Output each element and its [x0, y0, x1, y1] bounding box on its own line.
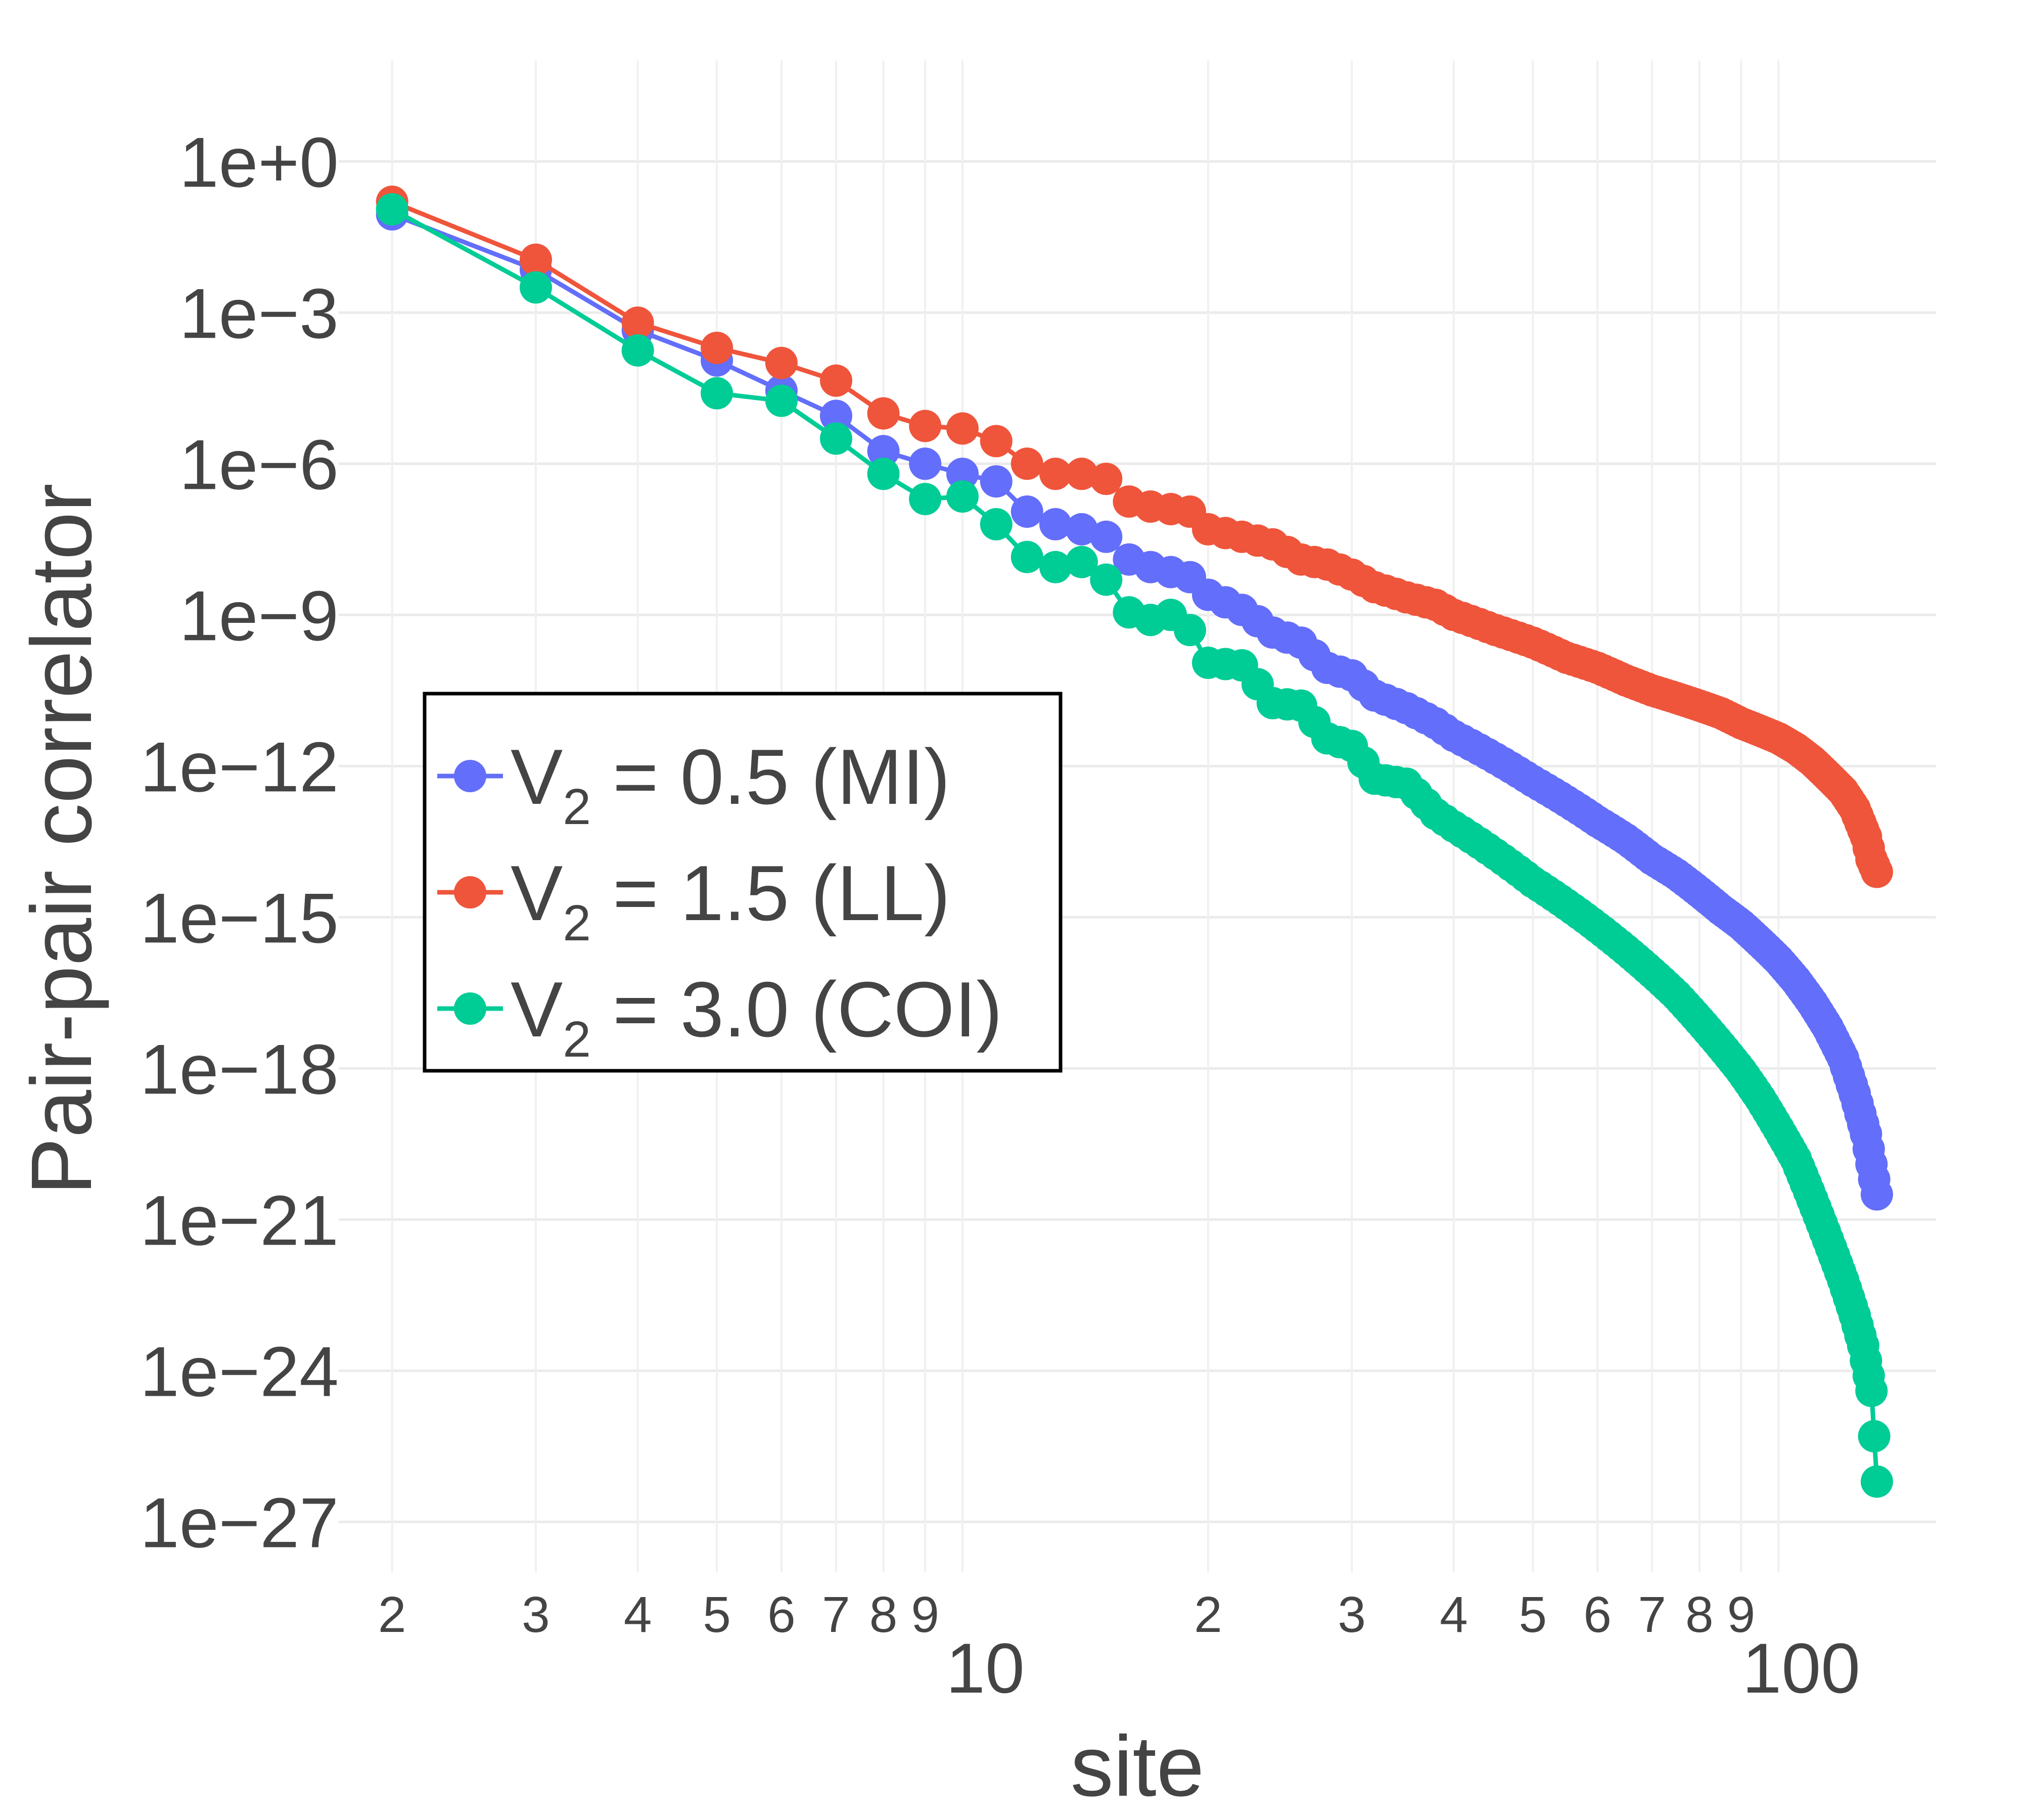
- y-tick-label: 1e−9: [179, 576, 339, 655]
- data-point: [1090, 520, 1123, 553]
- data-point: [867, 458, 900, 490]
- x-major-tick-label: 10: [946, 1628, 1025, 1708]
- data-point: [1855, 1375, 1888, 1407]
- x-minor-tick-label: 9: [911, 1586, 939, 1643]
- series-3: [376, 193, 1893, 1498]
- y-tick-label: 1e−15: [140, 878, 339, 958]
- x-minor-tick-label: 6: [1583, 1586, 1612, 1643]
- x-minor-tick-label: 7: [1638, 1586, 1666, 1643]
- data-point: [1039, 551, 1072, 583]
- x-minor-tick-label: 5: [703, 1586, 731, 1643]
- legend-marker: [454, 992, 486, 1025]
- series-2: [376, 186, 1893, 888]
- y-tick-label: 1e−3: [179, 274, 339, 353]
- legend-marker: [454, 760, 486, 792]
- data-point: [520, 271, 552, 304]
- data-point: [765, 347, 798, 379]
- data-point: [1860, 1465, 1893, 1498]
- data-point: [946, 480, 979, 513]
- data-point: [1010, 447, 1043, 480]
- x-minor-tick-label: 4: [1440, 1586, 1468, 1643]
- data-point: [1010, 495, 1043, 528]
- x-minor-tick-label: 9: [1727, 1586, 1756, 1643]
- x-minor-tick-label: 8: [869, 1586, 898, 1643]
- x-minor-tick-label: 5: [1519, 1586, 1547, 1643]
- y-tick-label: 1e−6: [179, 425, 339, 504]
- data-point: [867, 435, 900, 468]
- data-point: [980, 425, 1013, 458]
- data-point: [1065, 513, 1098, 545]
- data-point: [520, 243, 552, 276]
- x-axis-title: site: [1071, 1718, 1205, 1814]
- data-point: [765, 384, 798, 417]
- data-point: [909, 483, 942, 516]
- x-minor-tick-label: 4: [624, 1586, 652, 1643]
- y-tick-label: 1e−24: [140, 1332, 339, 1411]
- data-point: [946, 412, 979, 445]
- data-point: [867, 397, 900, 430]
- y-tick-label: 1e−21: [140, 1180, 339, 1260]
- x-minor-tick-label: 2: [1194, 1586, 1222, 1643]
- data-point: [1858, 1420, 1891, 1452]
- x-minor-tick-label: 3: [1338, 1586, 1366, 1643]
- legend-label: V2 = 3.0 (COI): [511, 966, 1002, 1068]
- legend-label: V2 = 1.5 (LL): [511, 849, 950, 951]
- data-point: [1090, 463, 1123, 495]
- data-point: [820, 364, 852, 397]
- legend: V2 = 0.5 (MI) V2 = 1.5 (LL) V2 = 3.0 (COI): [423, 692, 1063, 1073]
- data-point: [1174, 614, 1206, 647]
- data-point: [909, 447, 942, 480]
- data-point: [701, 377, 733, 410]
- x-minor-tick-label: 2: [378, 1586, 406, 1643]
- data-point: [1090, 563, 1123, 596]
- data-point: [980, 465, 1013, 498]
- data-point: [1065, 545, 1098, 578]
- data-point: [701, 332, 733, 365]
- legend-marker: [454, 876, 486, 908]
- x-minor-tick-label: 6: [767, 1586, 796, 1643]
- x-minor-tick-label: 7: [822, 1586, 850, 1643]
- data-point: [376, 193, 408, 225]
- data-point: [980, 508, 1013, 540]
- data-point: [621, 334, 654, 367]
- y-tick-label: 1e−27: [140, 1483, 339, 1562]
- x-minor-tick-label: 3: [522, 1586, 550, 1643]
- data-point: [621, 306, 654, 339]
- y-tick-label: 1e+0: [179, 122, 339, 202]
- legend-box: [423, 692, 1063, 1073]
- y-tick-label: 1e−12: [140, 727, 339, 806]
- y-tick-label: 1e−18: [140, 1029, 339, 1109]
- data-point: [820, 399, 852, 432]
- data-point: [820, 422, 852, 455]
- data-point: [946, 458, 979, 490]
- y-tick-labels: 1e+0 1e−3 1e−6 1e−9 1e−12 1e−15 1e−18 1e−21 1e−2…: [140, 122, 339, 1562]
- data-point: [1010, 540, 1043, 573]
- data-point: [1860, 855, 1893, 888]
- data-point: [1039, 458, 1072, 490]
- x-minor-tick-label: 8: [1685, 1586, 1714, 1643]
- x-tick-labels: 2 3 4 5 6 7 8 9 2 3 4 5 6 7 8 910 100: [378, 1586, 1860, 1708]
- data-point: [1065, 458, 1098, 490]
- series-layer: [376, 186, 1893, 1498]
- data-point: [1860, 1178, 1893, 1211]
- data-point: [909, 410, 942, 442]
- y-axis-title: Pair-pair correlator: [14, 483, 110, 1195]
- data-point: [1039, 508, 1072, 540]
- legend-label: V2 = 0.5 (MI): [511, 733, 950, 835]
- x-major-tick-label: 100: [1742, 1628, 1860, 1708]
